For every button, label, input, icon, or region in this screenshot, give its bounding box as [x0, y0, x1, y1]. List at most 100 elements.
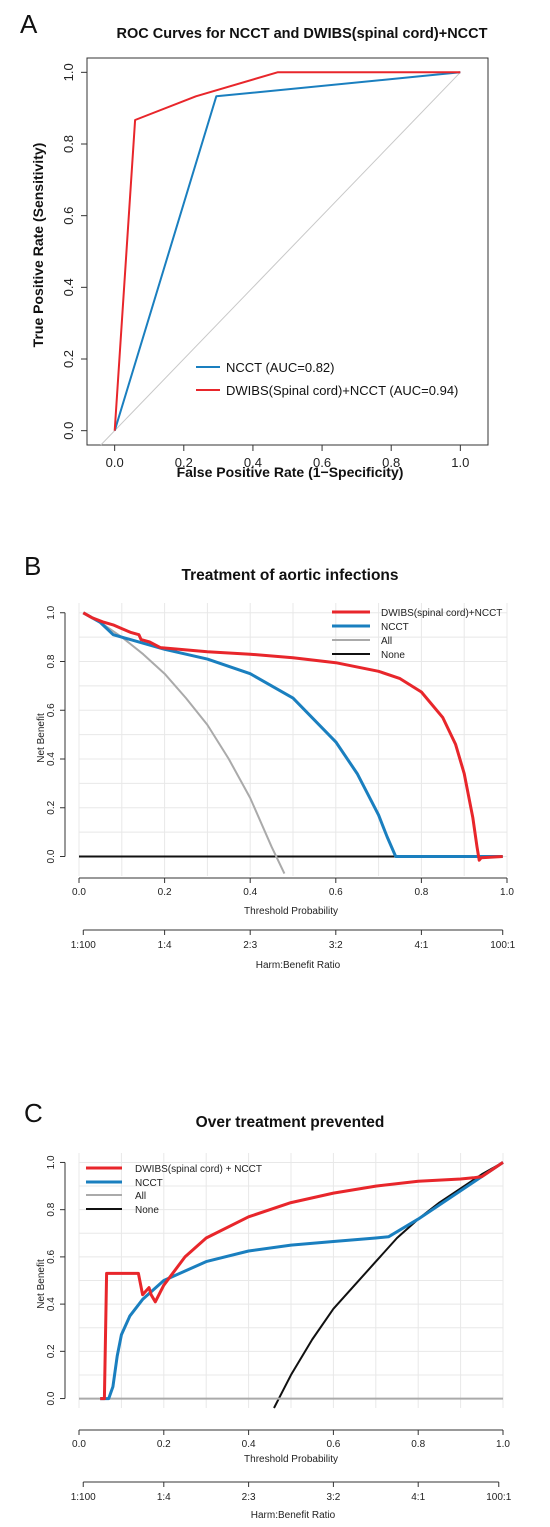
dca-c-ratio-tick-label: 3:2 — [326, 1492, 340, 1503]
dca-b-x-tick-label: 0.6 — [329, 887, 343, 898]
dca-b-series — [79, 611, 503, 875]
dca-c-y-tick-label: 0.8 — [46, 1202, 57, 1216]
dca-c-y-axis-label: Net Benefit — [36, 1259, 47, 1309]
roc-x-tick-label: 1.0 — [451, 455, 469, 470]
roc-y-tick-label: 0.0 — [61, 422, 76, 440]
dca-b-y-axis-label: Net Benefit — [36, 713, 47, 763]
dca-c-line-ncct — [100, 1161, 504, 1401]
roc-title: ROC Curves for NCCT and DWIBS(spinal cor… — [117, 26, 488, 42]
roc-y-tick-label: 0.2 — [61, 350, 76, 368]
dca-c-legend-label-dwibs: DWIBS(spinal cord) + NCCT — [135, 1164, 262, 1175]
dca-c-title: Over treatment prevented — [196, 1114, 385, 1131]
dca-c-x-tick-label: 0.2 — [157, 1439, 171, 1450]
roc-x-tick-label: 0.2 — [175, 455, 193, 470]
dca-b-x-tick-label: 0.0 — [72, 887, 86, 898]
dca-b-legend-label-dwibs: DWIBS(spinal cord)+NCCT — [381, 608, 502, 619]
dca-b-ratio-tick-label: 100:1 — [490, 940, 515, 951]
dca-c-line-none — [273, 1161, 504, 1409]
roc-line-dwibs — [113, 71, 461, 431]
dca-c-line-dwibs — [100, 1161, 504, 1401]
panel-b: B Treatment of aortic infections 0.00.20… — [24, 551, 516, 971]
dca-c-ratio-tick-label: 4:1 — [411, 1492, 425, 1503]
dca-c-x-tick-label: 0.0 — [72, 1439, 86, 1450]
dca-c-legend-label-all: All — [135, 1191, 146, 1202]
roc-y-tick-label: 0.8 — [61, 135, 76, 153]
dca-c-ratio-tick-label: 2:3 — [242, 1492, 256, 1503]
dca-b-legend-label-all: All — [381, 636, 392, 647]
dca-b-line-dwibs — [82, 611, 503, 862]
dca-c-x-axis: 0.0 0.2 0.4 0.6 0.8 1.0 — [72, 1429, 510, 1450]
dca-c-y-tick-label: 1.0 — [46, 1155, 57, 1169]
dca-b-y-tick-label: 0.0 — [46, 849, 57, 863]
roc-legend: NCCT (AUC=0.82) DWIBS(Spinal cord)+NCCT … — [196, 360, 458, 398]
panel-c: C Over treatment prevented 0.00.20.40.60… — [24, 1098, 512, 1521]
dca-b-y-tick-label: 0.8 — [46, 654, 57, 668]
panel-letter-b: B — [24, 551, 41, 581]
panel-letter-c: C — [24, 1098, 43, 1128]
roc-x-axis: 0.0 0.2 0.4 0.6 0.8 1.0 — [106, 445, 469, 470]
roc-x-tick-label: 0.4 — [244, 455, 262, 470]
dca-b-legend-label-ncct: NCCT — [381, 622, 409, 633]
dca-b-y-tick-label: 0.4 — [46, 752, 57, 766]
roc-y-tick-label: 0.6 — [61, 207, 76, 225]
dca-c-x-tick-label: 1.0 — [496, 1439, 510, 1450]
dca-c-x-tick-label: 0.8 — [411, 1439, 425, 1450]
dca-b-x-tick-label: 0.2 — [158, 887, 172, 898]
panel-a: A ROC Curves for NCCT and DWIBS(spinal c… — [20, 9, 489, 480]
dca-b-legend-label-none: None — [381, 650, 405, 661]
dca-b-y-tick-label: 1.0 — [46, 605, 57, 619]
roc-line-ncct — [113, 71, 461, 431]
dca-c-ratio-axis: 1:100 1:4 2:3 3:2 4:1 100:1 — [71, 1481, 512, 1503]
dca-c-legend: DWIBS(spinal cord) + NCCT NCCT All None — [86, 1164, 262, 1216]
roc-series — [113, 71, 461, 431]
roc-legend-label-ncct: NCCT (AUC=0.82) — [226, 360, 334, 375]
dca-b-x-axis-label: Threshold Probability — [244, 906, 338, 917]
dca-c-x-tick-label: 0.6 — [326, 1439, 340, 1450]
dca-b-y-axis: 0.0 0.2 0.4 0.6 0.8 1.0 — [46, 605, 66, 863]
dca-b-y-tick-label: 0.2 — [46, 800, 57, 814]
dca-c-legend-label-ncct: NCCT — [135, 1178, 163, 1189]
dca-c-y-tick-label: 0.6 — [46, 1250, 57, 1264]
roc-y-tick-label: 0.4 — [61, 278, 76, 296]
roc-legend-label-dwibs: DWIBS(Spinal cord)+NCCT (AUC=0.94) — [226, 383, 458, 398]
roc-y-axis: 0.0 0.2 0.4 0.6 0.8 1.0 — [61, 63, 87, 440]
dca-c-ratio-axis-label: Harm:Benefit Ratio — [251, 1510, 336, 1521]
dca-c-ratio-tick-label: 1:4 — [157, 1492, 171, 1503]
dca-c-ratio-tick-label: 100:1 — [486, 1492, 511, 1503]
dca-b-ratio-axis: 1:100 1:4 2:3 3:2 4:1 100:1 — [71, 929, 516, 951]
roc-y-tick-label: 1.0 — [61, 63, 76, 81]
dca-c-series — [79, 1161, 504, 1409]
dca-b-ratio-tick-label: 1:4 — [158, 940, 172, 951]
dca-b-y-tick-label: 0.6 — [46, 703, 57, 717]
dca-b-ratio-tick-label: 2:3 — [243, 940, 257, 951]
dca-b-ratio-tick-label: 3:2 — [329, 940, 343, 951]
dca-b-x-tick-label: 0.4 — [243, 887, 257, 898]
dca-b-x-tick-label: 0.8 — [414, 887, 428, 898]
dca-b-title: Treatment of aortic infections — [181, 567, 398, 584]
dca-c-y-tick-label: 0.2 — [46, 1344, 57, 1358]
dca-b-line-all — [82, 611, 286, 875]
roc-x-tick-label: 0.0 — [106, 455, 124, 470]
dca-b-legend: DWIBS(spinal cord)+NCCT NCCT All None — [332, 608, 502, 661]
panel-letter-a: A — [20, 9, 38, 39]
dca-c-legend-label-none: None — [135, 1205, 159, 1216]
dca-b-ratio-tick-label: 4:1 — [414, 940, 428, 951]
dca-c-x-axis-label: Threshold Probability — [244, 1454, 338, 1465]
dca-c-y-tick-label: 0.0 — [46, 1391, 57, 1405]
roc-x-tick-label: 0.8 — [382, 455, 400, 470]
dca-b-x-axis: 0.0 0.2 0.4 0.6 0.8 1.0 — [72, 877, 514, 898]
dca-c-x-tick-label: 0.4 — [242, 1439, 256, 1450]
dca-b-line-ncct — [82, 611, 503, 858]
dca-b-ratio-tick-label: 1:100 — [71, 940, 96, 951]
dca-b-ratio-axis-label: Harm:Benefit Ratio — [256, 960, 341, 971]
dca-b-x-tick-label: 1.0 — [500, 887, 514, 898]
dca-c-ratio-tick-label: 1:100 — [71, 1492, 96, 1503]
roc-x-tick-label: 0.6 — [313, 455, 331, 470]
roc-reference-diagonal — [100, 71, 461, 446]
roc-x-axis-label: False Positive Rate (1−Specificity) — [177, 464, 404, 480]
roc-plot-frame — [86, 57, 489, 446]
dca-c-y-tick-label: 0.4 — [46, 1297, 57, 1311]
dca-c-y-axis: 0.0 0.2 0.4 0.6 0.8 1.0 — [46, 1155, 66, 1406]
roc-y-axis-label: True Positive Rate (Sensitivity) — [30, 143, 46, 348]
